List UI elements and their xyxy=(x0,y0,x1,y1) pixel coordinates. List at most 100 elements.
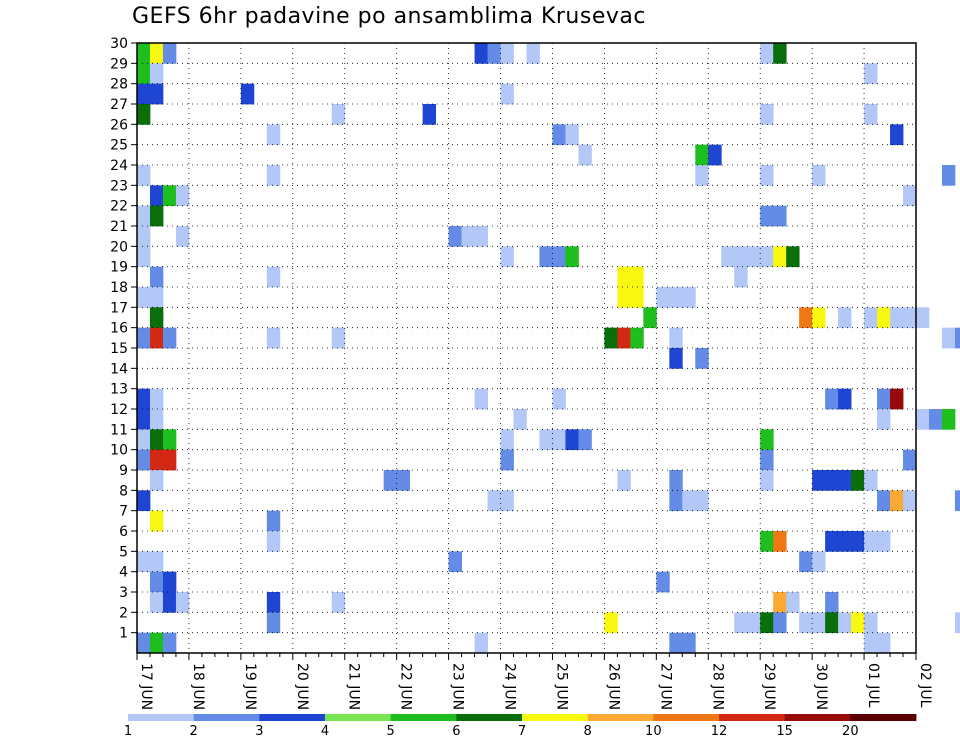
heatmap-cell xyxy=(903,185,917,207)
heatmap-cell xyxy=(656,571,670,593)
heatmap-cell xyxy=(137,246,151,268)
heatmap-cell xyxy=(162,592,177,613)
heatmap-cell xyxy=(838,531,852,552)
heatmap-cell xyxy=(941,409,956,430)
y-tick-label: 9 xyxy=(119,463,128,479)
heatmap-cell xyxy=(149,409,164,430)
heatmap-cell xyxy=(695,348,709,369)
colorbar-swatch xyxy=(456,714,523,721)
heatmap-cell xyxy=(954,490,960,512)
heatmap-cell xyxy=(954,327,960,349)
colorbar-label: 2 xyxy=(190,724,198,739)
heatmap-cell xyxy=(864,307,878,329)
heatmap-cell xyxy=(734,612,748,634)
heatmap-cell xyxy=(773,246,787,268)
heatmap-cell xyxy=(877,531,891,552)
heatmap-cell xyxy=(812,470,826,491)
heatmap-cell xyxy=(851,612,865,634)
heatmap-cell xyxy=(162,429,177,451)
y-tick-label: 24 xyxy=(110,158,128,174)
heatmap-cell xyxy=(266,510,281,532)
heatmap-cell xyxy=(903,449,917,471)
y-tick-label: 21 xyxy=(110,219,128,235)
heatmap-cell xyxy=(266,266,281,288)
heatmap-cell xyxy=(773,592,787,613)
heatmap-cell xyxy=(552,429,566,451)
heatmap-cell xyxy=(760,612,774,634)
heatmap-cell xyxy=(630,287,644,308)
heatmap-cell xyxy=(500,246,514,268)
heatmap-cell xyxy=(162,327,177,349)
y-tick-label: 25 xyxy=(110,138,128,154)
heatmap-cell xyxy=(617,287,631,308)
heatmap-cell xyxy=(773,531,787,552)
x-tick-label: 24 JUN xyxy=(502,663,518,710)
heatmap-cell xyxy=(786,246,800,268)
heatmap-cell xyxy=(669,470,683,491)
heatmap-cell xyxy=(760,104,774,125)
colorbar-label: 4 xyxy=(321,724,329,739)
heatmap-cell xyxy=(941,327,956,349)
x-tick-label: 22 JUN xyxy=(398,663,414,710)
heatmap-cell xyxy=(941,165,956,186)
heatmap-cell xyxy=(526,43,540,64)
heatmap-cell xyxy=(786,592,800,613)
y-tick-label: 19 xyxy=(110,260,128,276)
heatmap-cell xyxy=(149,327,164,349)
heatmap-cell xyxy=(137,43,151,64)
heatmap-cell xyxy=(578,429,592,451)
x-tick-label: 29 JUN xyxy=(761,663,777,710)
heatmap-cell xyxy=(137,83,151,105)
heatmap-cell xyxy=(149,43,164,64)
heatmap-cell xyxy=(773,205,787,227)
heatmap-cell xyxy=(422,104,437,125)
y-tick-label: 4 xyxy=(119,565,128,581)
heatmap-cell xyxy=(864,63,878,85)
heatmap-cell xyxy=(162,185,177,207)
heatmap-cell xyxy=(565,429,579,451)
heatmap-cell xyxy=(682,490,696,512)
heatmap-cell xyxy=(266,165,281,186)
heatmap-cell xyxy=(903,307,917,329)
heatmap-cell xyxy=(812,612,826,634)
heatmap-cell xyxy=(669,490,683,512)
heatmap-cell xyxy=(604,612,618,634)
heatmap-cell xyxy=(838,388,852,410)
heatmap-cell xyxy=(812,307,826,329)
heatmap-cell xyxy=(137,490,151,512)
heatmap-cell xyxy=(877,409,891,430)
heatmap-cell xyxy=(734,246,748,268)
colorbar-label: 8 xyxy=(584,724,592,739)
y-tick-label: 2 xyxy=(119,605,128,621)
heatmap-cell xyxy=(396,470,411,491)
heatmap-cell xyxy=(513,409,527,430)
x-tick-label: 27 JUN xyxy=(657,663,673,710)
y-tick-label: 14 xyxy=(110,361,128,377)
colorbar-label: 12 xyxy=(711,724,728,739)
heatmap-cell xyxy=(578,144,592,166)
heatmap-cell xyxy=(162,43,177,64)
heatmap-cell xyxy=(500,490,514,512)
colorbar-swatch xyxy=(587,714,654,721)
y-tick-label: 3 xyxy=(119,585,128,601)
heatmap-cell xyxy=(461,226,475,247)
heatmap-cell xyxy=(825,388,839,410)
heatmap-cell xyxy=(149,205,164,227)
heatmap-cell xyxy=(137,287,151,308)
heatmap-cell xyxy=(954,612,960,634)
colorbar-swatch xyxy=(719,714,786,721)
colorbar-label: 5 xyxy=(387,724,395,739)
y-tick-label: 8 xyxy=(119,483,128,499)
heatmap-cell xyxy=(877,632,891,654)
y-tick-label: 12 xyxy=(110,402,128,418)
heatmap-cell xyxy=(149,632,164,654)
heatmap-cell xyxy=(137,327,151,349)
heatmap-cell xyxy=(916,409,930,430)
colorbar-label: 6 xyxy=(452,724,460,739)
heatmap-cell xyxy=(137,165,151,186)
heatmap-cell xyxy=(474,226,488,247)
heatmap-cell xyxy=(149,287,164,308)
heatmap-cell xyxy=(760,429,774,451)
y-tick-label: 6 xyxy=(119,524,128,540)
heatmap-cell xyxy=(630,266,644,288)
